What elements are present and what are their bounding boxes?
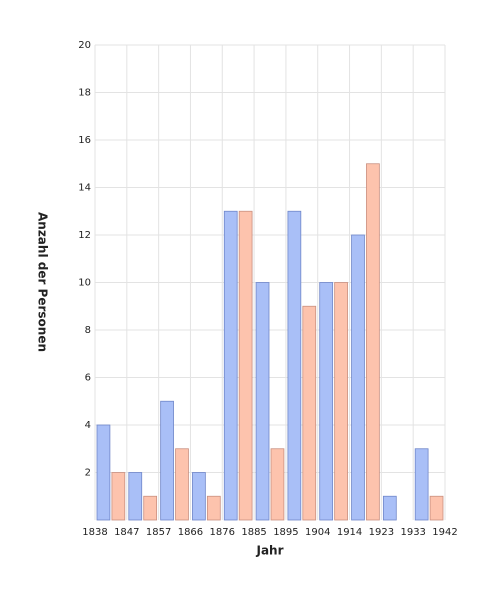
- x-tick-label: 1923: [369, 527, 394, 538]
- y-tick-label: 2: [85, 468, 91, 479]
- y-tick-label: 14: [78, 183, 91, 194]
- x-tick-label: 1876: [210, 527, 235, 538]
- x-tick-label: 1914: [337, 527, 362, 538]
- x-tick-label: 1838: [82, 527, 107, 538]
- bar: [334, 282, 348, 521]
- y-tick-label: 16: [78, 135, 91, 146]
- y-tick-label: 8: [85, 325, 91, 336]
- bar: [319, 282, 334, 521]
- bar: [206, 495, 221, 521]
- bar: [382, 495, 397, 521]
- bar: [143, 495, 158, 521]
- y-tick-label: 18: [78, 88, 91, 99]
- bar: [175, 448, 189, 521]
- x-tick-label: 1857: [146, 527, 171, 538]
- bar: [366, 163, 380, 521]
- bar: [351, 234, 365, 521]
- y-tick-label: 10: [78, 278, 91, 289]
- y-tick-label: 4: [85, 420, 91, 431]
- x-axis-title: Jahr: [255, 544, 283, 558]
- y-tick-label: 6: [85, 373, 91, 384]
- x-tick-label: 1866: [178, 527, 203, 538]
- x-tick-label: 1847: [114, 527, 139, 538]
- bar: [192, 472, 206, 521]
- y-axis-title: Anzahl der Personen: [36, 212, 50, 352]
- y-tick-label: 20: [78, 40, 91, 51]
- bar: [270, 448, 285, 521]
- bar: [111, 472, 126, 521]
- bar: [160, 400, 174, 521]
- bar: [96, 424, 111, 521]
- bar: [429, 495, 444, 521]
- bar: [223, 210, 238, 521]
- x-tick-label: 1904: [305, 527, 330, 538]
- x-tick-label: 1885: [241, 527, 266, 538]
- x-tick-label: 1942: [432, 527, 457, 538]
- bar: [238, 210, 253, 521]
- bar: [255, 282, 270, 521]
- bar: [414, 448, 429, 521]
- bar: [287, 210, 302, 521]
- x-tick-label: 1933: [400, 527, 425, 538]
- bar: [302, 305, 317, 521]
- y-tick-label: 12: [78, 230, 91, 241]
- bar: [128, 472, 143, 521]
- x-tick-label: 1895: [273, 527, 298, 538]
